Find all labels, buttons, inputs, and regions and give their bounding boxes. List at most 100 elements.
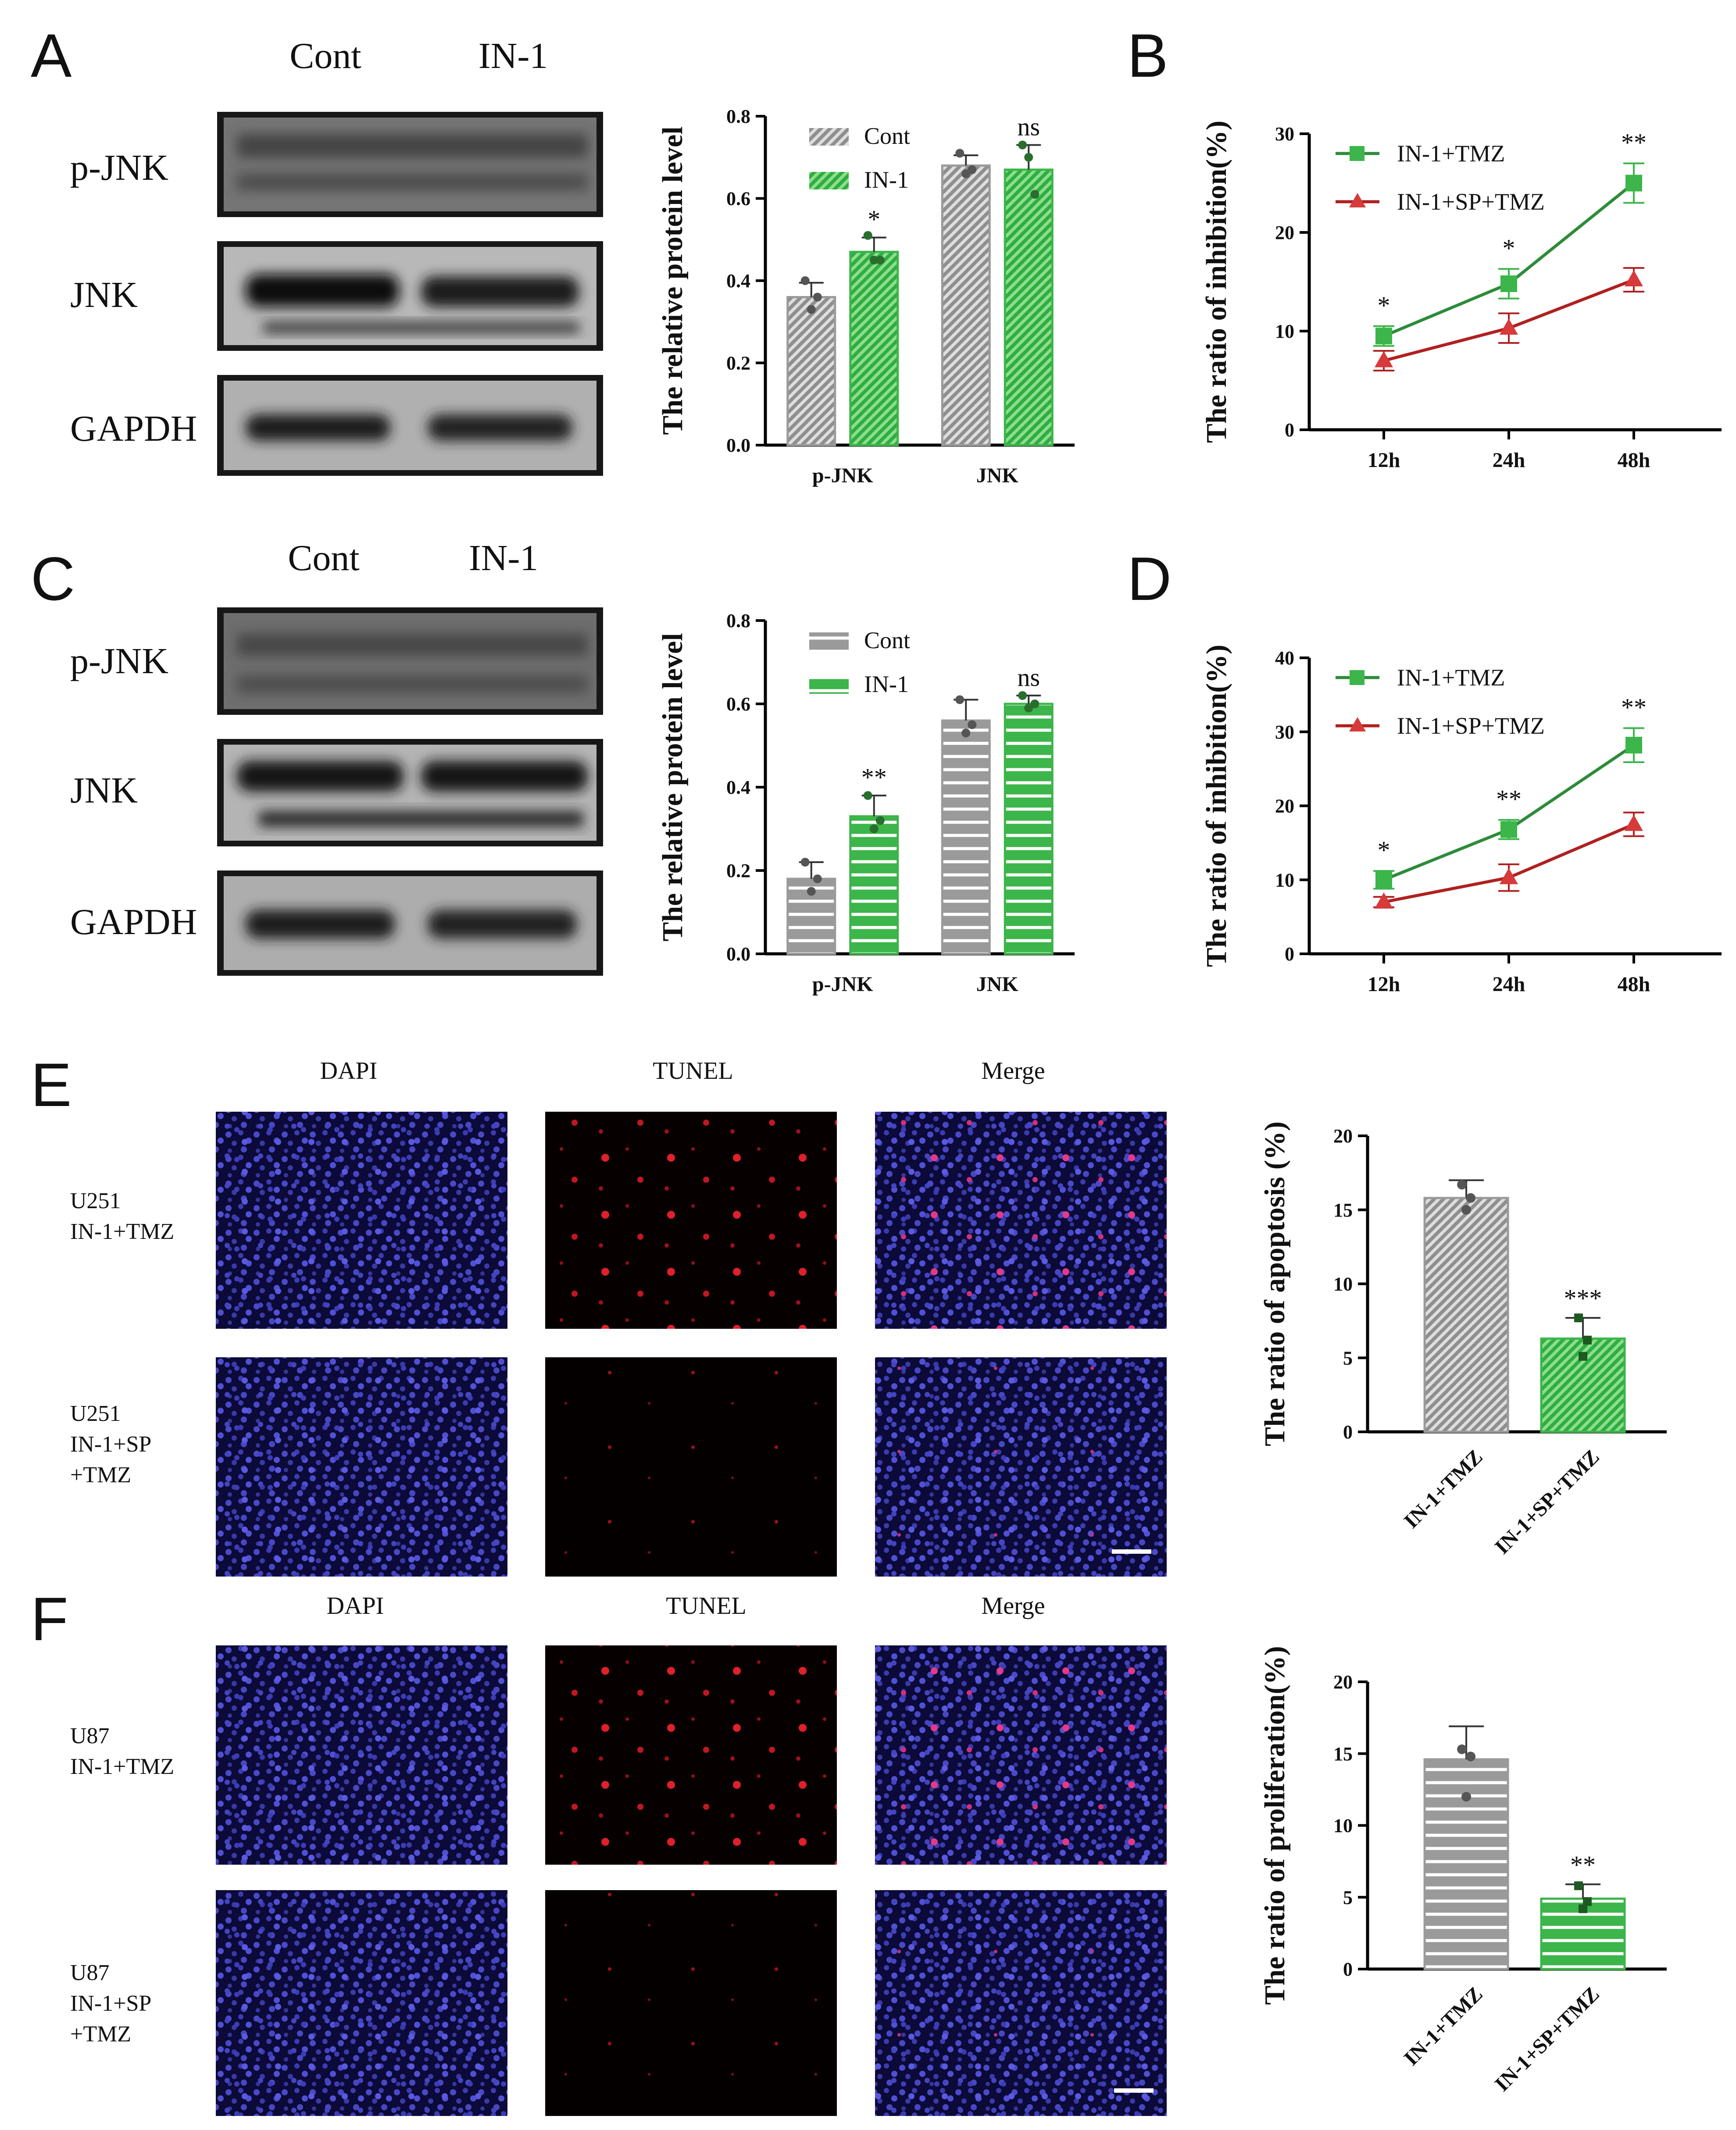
chart-D-legend-label: IN-1+SP+TMZ [1397, 713, 1545, 739]
chart-D-xtick-label: 24h [1493, 973, 1525, 996]
chart-F-significance: ** [1570, 1851, 1596, 1879]
blot-A-band-gapdh [217, 375, 603, 476]
chart-B-inhibition: 0 10 20 30 The ratio of inhibition(%) 12h 24h 4… [1200, 121, 1722, 472]
chart-E-xcat-label: IN-1+SP+TMZ [1490, 1445, 1604, 1559]
blot-C-row-gapdh: GAPDH [70, 902, 197, 942]
chart-A-datapoint [1024, 153, 1033, 162]
chart-B-legend-marker [1349, 193, 1366, 207]
chart-F-xcat-label: IN-1+SP+TMZ [1490, 1982, 1604, 2096]
chart-A-bar-in-1-p-jnk [849, 250, 899, 446]
chart-C-ytick-label: 0.4 [726, 777, 750, 798]
panel-label-A: A [31, 21, 72, 90]
chart-C-datapoint [875, 816, 885, 825]
chart-D-xtick-label: 12h [1368, 973, 1400, 996]
blot-A-row-pjnk: p-JNK [70, 147, 168, 188]
chart-C-datapoint [1018, 691, 1027, 700]
chart-C-significance: ** [861, 763, 887, 792]
chart-F-ytick-label: 20 [1333, 1671, 1353, 1693]
chart-D-marker-triangle [1625, 814, 1643, 831]
chart-A-legend-label: Cont [864, 123, 910, 149]
blot-C-band-jnk [217, 739, 603, 846]
chart-A-bar-cont-jnk [941, 164, 991, 446]
chart-C-y-axis-title: The relative protein level [657, 633, 689, 941]
chart-C-bar-in-1-jnk [1004, 703, 1054, 955]
F-row1-line1: U87 [70, 1723, 110, 1748]
chart-E-bar-0 [1423, 1197, 1509, 1433]
chart-D-xtick-label: 48h [1618, 973, 1650, 996]
chart-B-xtick-label: 12h [1368, 449, 1400, 472]
chart-F-proliferation: 0 5 10 15 20 The ratio of proliferation(%) IN-… [1259, 1646, 1667, 2096]
E-row1-line1: U251 [70, 1188, 121, 1213]
chart-F-datapoint [1574, 1881, 1583, 1891]
chart-E-datapoint [1579, 1352, 1588, 1361]
chart-F-y-axis-title: The ratio of proliferation(%) [1259, 1646, 1291, 2005]
F-r2-dapi-image [216, 1890, 507, 2116]
chart-B-legend-label: IN-1+TMZ [1397, 140, 1505, 167]
chart-B-marker-square [1625, 175, 1642, 192]
chart-D-inhibition: 0 10 20 30 40 The ratio of inhibition(%) 12h 24… [1200, 645, 1722, 996]
chart-C-xcat-label: JNK [976, 973, 1018, 996]
chart-A-significance: * [868, 205, 880, 234]
chart-C-datapoint [813, 874, 822, 883]
western-blot-C: Cont IN-1 p-JNK JNK GAPDH [70, 538, 603, 976]
chart-C-legend-swatch [809, 632, 849, 650]
chart-C-ytick-label: 0.2 [726, 860, 750, 881]
E-col-merge: Merge [981, 1057, 1045, 1085]
chart-E-ytick-label: 20 [1333, 1125, 1353, 1147]
chart-B-xtick-label: 48h [1618, 449, 1650, 472]
blot-C-row-pjnk: p-JNK [70, 641, 168, 681]
chart-B-ytick-label: 20 [1275, 222, 1294, 243]
E-row1-line2: IN-1+TMZ [70, 1219, 174, 1244]
chart-A-ytick-label: 0.6 [726, 188, 750, 210]
chart-B-marker-triangle [1625, 270, 1643, 286]
chart-F-datapoint [1461, 1792, 1472, 1802]
F-col-merge: Merge [981, 1592, 1045, 1620]
chart-C-legend-label: Cont [864, 627, 910, 653]
chart-E-xcat-label: IN-1+TMZ [1400, 1445, 1487, 1533]
chart-A-datapoint [1030, 190, 1039, 199]
chart-D-legend-label: IN-1+TMZ [1397, 664, 1505, 691]
chart-C-datapoint [968, 720, 977, 729]
blot-C-band-gapdh [217, 871, 603, 976]
E-col-dapi: DAPI [320, 1057, 378, 1085]
chart-A-datapoint [955, 149, 964, 158]
chart-A-datapoint [869, 256, 879, 265]
chart-D-marker-square [1500, 821, 1517, 838]
chart-D-ytick-label: 20 [1275, 796, 1294, 817]
chart-D-ytick-label: 30 [1275, 721, 1294, 743]
chart-B-marker-square [1375, 328, 1392, 345]
chart-C-datapoint [961, 728, 971, 738]
chart-B-significance: * [1378, 291, 1390, 320]
blot-A-band-jnk [217, 241, 603, 351]
chart-F-bar-0 [1423, 1758, 1509, 1970]
chart-F-datapoint [1466, 1752, 1476, 1762]
chart-A-legend-swatch [809, 128, 849, 146]
chart-B-marker-square [1500, 275, 1517, 292]
chart-A-legend-label: IN-1 [864, 167, 909, 193]
chart-A-protein-level: 0.0 0.2 0.4 0.6 0.8 The relative protein leve… [657, 106, 1075, 487]
F-row2-line2: IN-1+SP [70, 1991, 151, 2016]
microscopy-F: DAPI TUNEL Merge U87 IN-1+TMZ U87 IN-1+S… [70, 1592, 1167, 2116]
blot-C-lane-cont: Cont [288, 538, 359, 578]
chart-E-bar-1 [1540, 1337, 1626, 1433]
E-r1-merge-image [875, 1112, 1167, 1329]
chart-A-xcat-label: p-JNK [812, 464, 873, 487]
chart-E-ytick-label: 15 [1333, 1199, 1353, 1221]
chart-C-ytick-label: 0.6 [726, 693, 750, 715]
F-r2-merge-image [875, 1890, 1167, 2116]
chart-E-ytick-label: 5 [1343, 1347, 1353, 1369]
chart-A-ytick-label: 0.8 [726, 106, 750, 127]
E-r2-tunel-image [545, 1357, 837, 1577]
chart-F-ytick-label: 5 [1343, 1887, 1353, 1908]
chart-A-xcat-label: JNK [976, 464, 1018, 487]
chart-C-datapoint [869, 824, 879, 833]
panel-label-F: F [31, 1584, 68, 1653]
chart-F-ytick-label: 15 [1333, 1743, 1353, 1765]
E-col-tunel: TUNEL [653, 1057, 733, 1085]
chart-E-y-axis-title: The ratio of apoptosis (%) [1259, 1121, 1291, 1446]
chart-D-marker-square [1375, 871, 1392, 888]
chart-A-datapoint [807, 305, 816, 314]
chart-B-significance: ** [1621, 128, 1647, 157]
chart-C-datapoint [1030, 699, 1039, 708]
chart-D-ytick-label: 40 [1275, 647, 1294, 669]
